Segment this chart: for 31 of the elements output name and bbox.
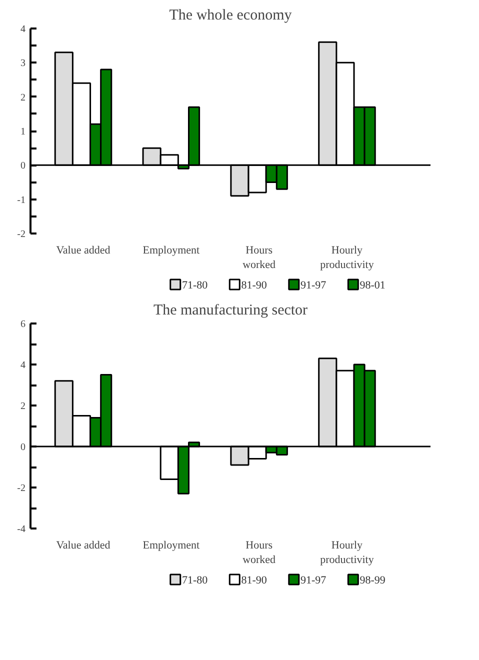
y-tick-label: 6 (20, 319, 26, 330)
legend-label: 91-97 (300, 574, 327, 586)
y-tick-label: -2 (17, 229, 26, 240)
y-tick-label: 0 (20, 442, 26, 453)
legend-label: 98-01 (360, 280, 386, 292)
x-tick-label: Employment (142, 244, 200, 256)
y-tick-label: -2 (17, 483, 26, 494)
x-tick-label: Employment (142, 540, 200, 552)
legend-label: 98-99 (360, 574, 386, 586)
x-tick-label: Value added (56, 244, 111, 256)
chart-title: The manufacturing sector (153, 302, 308, 318)
y-tick-label: -4 (17, 524, 26, 535)
x-tick-label: Value added (56, 540, 111, 552)
y-tick-label: 2 (20, 92, 26, 104)
chart-title: The whole economy (169, 8, 292, 24)
legend-label: 81-90 (241, 574, 268, 586)
y-tick-label: -1 (17, 194, 26, 206)
x-tick-label: Hourly productivity (320, 244, 374, 271)
y-tick-label: 1 (20, 126, 26, 138)
y-tick-label: 3 (20, 58, 26, 70)
y-tick-label: 0 (20, 160, 26, 172)
legend-label: 71-80 (182, 574, 208, 586)
legend-label: 91-97 (300, 280, 327, 292)
y-tick-label: 4 (20, 24, 26, 35)
x-tick-label: Hours worked (242, 540, 276, 566)
legend-label: 81-90 (241, 280, 268, 292)
y-tick-label: 2 (20, 401, 26, 412)
legend-label: 71-80 (182, 280, 208, 292)
x-tick-label: Hourly productivity (320, 540, 374, 566)
x-tick-label: Hours worked (242, 244, 276, 271)
y-tick-label: 4 (20, 360, 26, 371)
